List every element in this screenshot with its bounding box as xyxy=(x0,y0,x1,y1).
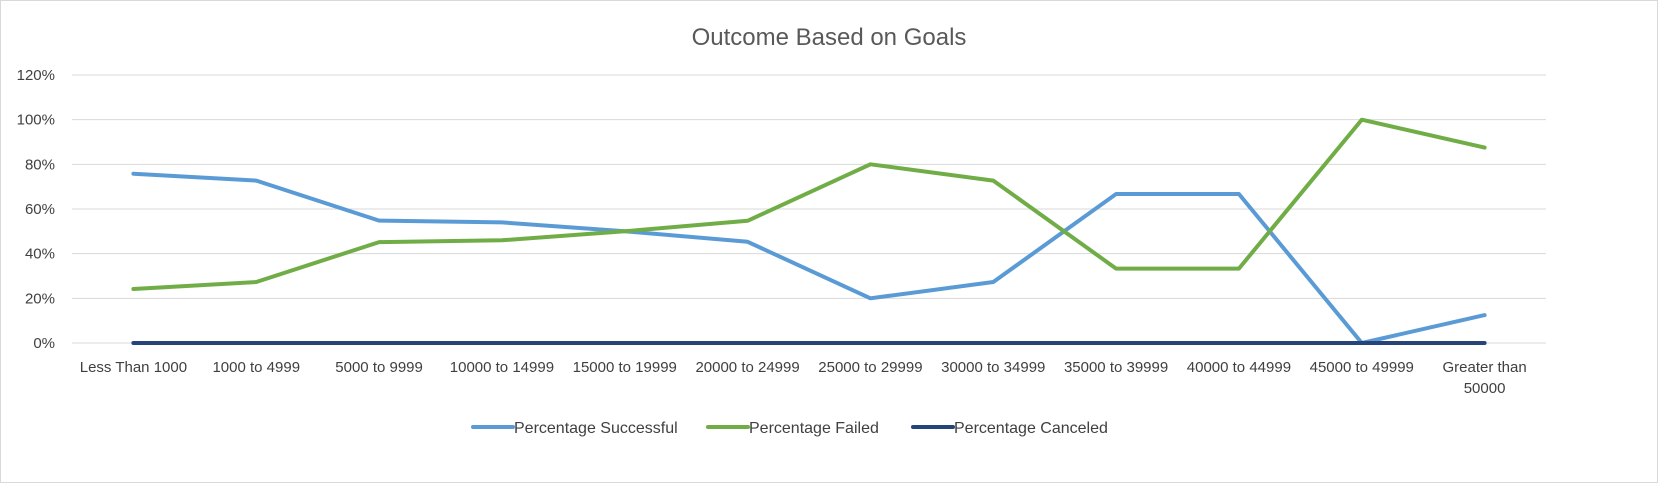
y-tick-label: 40% xyxy=(25,246,55,263)
x-tick-label: 15000 to 19999 xyxy=(573,359,677,376)
y-tick-label: 60% xyxy=(25,201,55,218)
y-tick-label: 100% xyxy=(17,112,55,129)
x-tick-label: 40000 to 44999 xyxy=(1187,359,1291,376)
gridlines xyxy=(72,74,1546,344)
x-tick-label: 45000 to 49999 xyxy=(1310,359,1414,376)
x-tick-label: Less Than 1000 xyxy=(80,359,187,376)
x-tick-label: 35000 to 39999 xyxy=(1064,359,1168,376)
y-tick-label: 80% xyxy=(25,156,55,173)
chart-title: Outcome Based on Goals xyxy=(692,24,967,51)
x-tick-label: 10000 to 14999 xyxy=(450,359,554,376)
y-tick-label: 120% xyxy=(17,67,55,84)
legend-label: Percentage Canceled xyxy=(954,420,1108,437)
x-axis-tick-labels: Less Than 1000 1000 to 4999 5000 to 9999 10… xyxy=(80,359,1527,397)
series-lines xyxy=(131,117,1487,345)
y-tick-label: 0% xyxy=(33,335,55,352)
series-line-percentage-failed xyxy=(131,117,1487,291)
x-tick-label: 20000 to 24999 xyxy=(695,359,799,376)
legend: Percentage Successful Percentage Failed Pe… xyxy=(471,420,1108,437)
series-line-percentage-successful xyxy=(131,171,1487,345)
y-axis-tick-labels: 0% 20% 40% 60% 80% 100% 120% xyxy=(17,67,55,352)
x-tick-label: 25000 to 29999 xyxy=(818,359,922,376)
x-tick-label: 5000 to 9999 xyxy=(335,359,423,376)
x-tick-label: 30000 to 34999 xyxy=(941,359,1045,376)
legend-label: Percentage Successful xyxy=(514,420,678,437)
legend-label: Percentage Failed xyxy=(749,420,879,437)
y-tick-label: 20% xyxy=(25,290,55,307)
x-tick-label: Greater than 50000 xyxy=(1442,359,1526,397)
x-tick-label: 1000 to 4999 xyxy=(212,359,300,376)
